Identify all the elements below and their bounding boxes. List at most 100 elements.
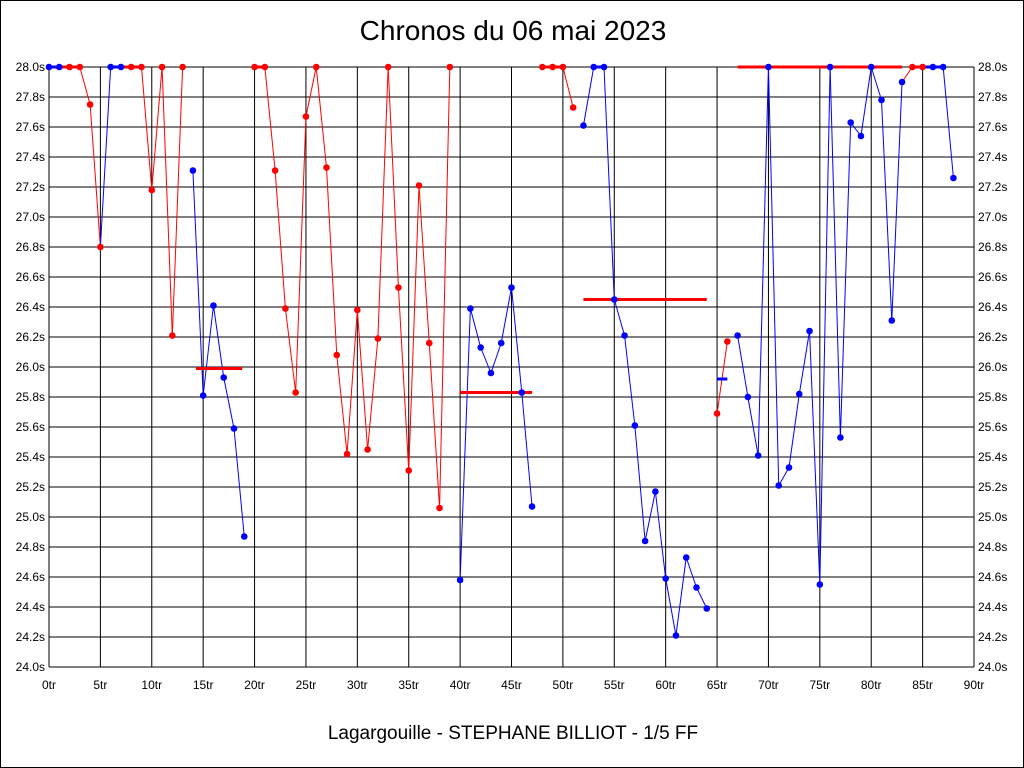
series-line bbox=[439, 66, 451, 509]
data-point bbox=[467, 305, 474, 312]
data-point bbox=[795, 390, 803, 398]
data-point bbox=[621, 332, 628, 339]
data-point bbox=[395, 284, 402, 291]
y-tick-label-left: 24.0s bbox=[16, 660, 45, 674]
series-line bbox=[881, 99, 893, 321]
chart-title: Chronos du 06 mai 2023 bbox=[359, 15, 667, 46]
series-line bbox=[264, 66, 276, 171]
data-point bbox=[343, 450, 351, 458]
series-line bbox=[315, 66, 327, 168]
data-point bbox=[682, 554, 690, 561]
y-tick-label-left: 27.2s bbox=[16, 180, 45, 194]
series-line bbox=[500, 287, 512, 344]
series-line bbox=[377, 66, 389, 339]
series-line bbox=[829, 66, 841, 438]
data-point bbox=[857, 132, 865, 140]
x-tick-label: 0tr bbox=[42, 678, 56, 692]
y-tick-label-right: 27.0s bbox=[978, 210, 1007, 224]
series-line bbox=[233, 428, 245, 537]
y-tick-label-right: 26.8s bbox=[978, 240, 1007, 254]
data-point bbox=[569, 104, 577, 111]
y-tick-label-right: 26.0s bbox=[978, 360, 1007, 374]
x-tick-label: 5tr bbox=[93, 678, 107, 692]
data-point bbox=[539, 63, 546, 71]
series-line bbox=[675, 557, 687, 636]
y-tick-label-left: 26.4s bbox=[16, 300, 45, 314]
data-point bbox=[292, 389, 299, 396]
x-tick-label: 15tr bbox=[193, 678, 214, 692]
data-point bbox=[806, 327, 813, 335]
data-point bbox=[333, 351, 341, 359]
data-point bbox=[724, 338, 731, 345]
data-point bbox=[765, 63, 772, 71]
data-point bbox=[240, 533, 248, 540]
series-line bbox=[99, 66, 112, 248]
data-point bbox=[374, 335, 382, 342]
series-line bbox=[788, 393, 800, 468]
series-line bbox=[665, 578, 677, 636]
series-line bbox=[367, 338, 379, 450]
y-tick-label-left: 24.4s bbox=[16, 600, 45, 614]
data-point bbox=[898, 78, 906, 86]
series-line bbox=[356, 309, 369, 450]
y-tick-label-left: 26.0s bbox=[16, 360, 45, 374]
series-line bbox=[819, 66, 831, 585]
series-line bbox=[757, 66, 769, 456]
data-point bbox=[189, 167, 197, 174]
y-tick-label-right: 26.2s bbox=[978, 330, 1007, 344]
series-line bbox=[798, 330, 811, 395]
series-line bbox=[511, 287, 523, 393]
data-point bbox=[76, 63, 84, 71]
series-line bbox=[459, 308, 471, 581]
series-line bbox=[397, 287, 410, 471]
series-line bbox=[624, 335, 636, 426]
y-tick-label-left: 27.8s bbox=[16, 90, 45, 104]
data-point bbox=[230, 425, 238, 432]
y-tick-label-left: 28.0s bbox=[16, 60, 45, 74]
data-point bbox=[117, 63, 125, 71]
data-point bbox=[837, 434, 844, 441]
x-tick-label: 85tr bbox=[912, 678, 933, 692]
series-line bbox=[151, 66, 163, 191]
data-point bbox=[950, 174, 957, 182]
x-tick-label: 45tr bbox=[501, 678, 522, 692]
data-point bbox=[251, 63, 258, 71]
series-line bbox=[469, 308, 482, 348]
data-point bbox=[405, 467, 413, 474]
data-point bbox=[919, 63, 926, 71]
data-point bbox=[425, 339, 433, 347]
data-point bbox=[210, 302, 217, 309]
y-tick-label-right: 27.8s bbox=[978, 90, 1007, 104]
data-point bbox=[138, 63, 145, 71]
series-line bbox=[305, 66, 317, 117]
series-line bbox=[747, 396, 759, 456]
series-line bbox=[408, 185, 420, 471]
series-line bbox=[161, 66, 173, 336]
series-line bbox=[284, 308, 297, 393]
data-point bbox=[878, 96, 885, 104]
data-point bbox=[610, 296, 618, 303]
y-tick-label-right: 28.0s bbox=[978, 60, 1007, 74]
data-point bbox=[641, 537, 649, 545]
data-point bbox=[282, 305, 289, 312]
y-tick-label-right: 26.6s bbox=[978, 270, 1007, 284]
y-tick-label-right: 24.2s bbox=[978, 630, 1007, 644]
data-point bbox=[487, 369, 495, 377]
series-line bbox=[778, 467, 790, 486]
x-tick-label: 25tr bbox=[296, 678, 317, 692]
series-line bbox=[428, 342, 441, 509]
series-line bbox=[89, 104, 101, 248]
series-line bbox=[562, 66, 574, 108]
series-line bbox=[480, 347, 492, 374]
series-line bbox=[891, 81, 903, 321]
y-tick-label-left: 25.6s bbox=[16, 420, 45, 434]
y-tick-label-right: 25.2s bbox=[978, 480, 1007, 494]
data-point bbox=[693, 584, 700, 591]
data-point bbox=[713, 410, 721, 417]
data-point bbox=[549, 63, 556, 71]
data-point bbox=[199, 392, 207, 399]
y-tick-label-right: 24.6s bbox=[978, 570, 1007, 584]
data-point bbox=[446, 63, 454, 71]
series-line bbox=[634, 425, 646, 542]
